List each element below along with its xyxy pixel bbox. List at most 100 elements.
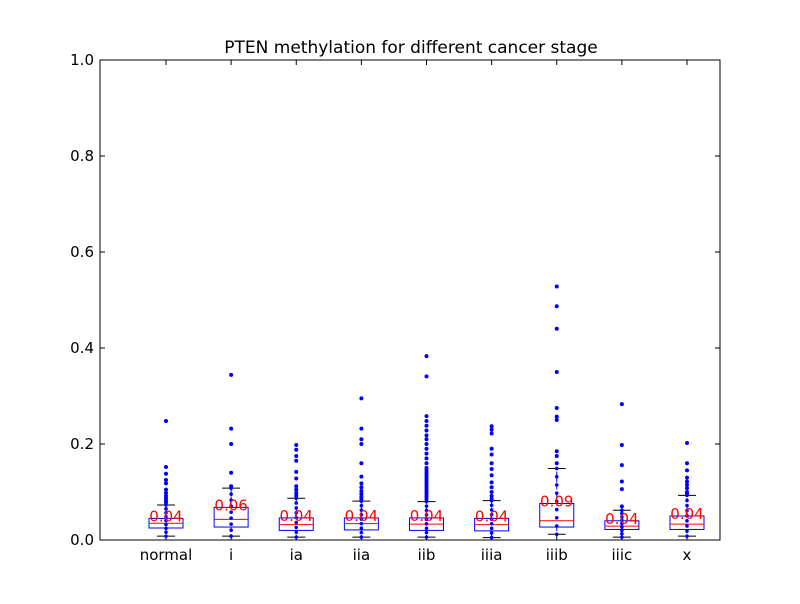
outlier-point — [685, 479, 689, 484]
outlier-point — [489, 427, 494, 432]
data-point — [359, 535, 364, 539]
data-point — [164, 518, 168, 523]
outlier-point — [424, 446, 429, 451]
y-tick-label: 0.4 — [70, 339, 94, 357]
outlier-point — [424, 451, 429, 456]
data-point — [229, 522, 233, 526]
data-point — [229, 486, 233, 490]
outlier-point — [424, 442, 429, 446]
outlier-point — [359, 461, 364, 466]
box-value-label: 0.04 — [605, 510, 638, 528]
data-point — [489, 535, 494, 540]
y-tick-label: 0.0 — [70, 531, 94, 549]
outlier-point — [229, 426, 234, 431]
outlier-point — [424, 456, 429, 461]
outlier-point — [424, 423, 429, 428]
data-point — [229, 498, 233, 502]
data-point — [554, 483, 559, 487]
outlier-point — [489, 480, 494, 485]
data-point — [554, 516, 559, 520]
chart-title: PTEN methylation for different cancer st… — [224, 38, 597, 58]
x-tick-label: x — [683, 546, 692, 564]
data-point — [685, 519, 689, 523]
data-point — [620, 515, 624, 519]
data-point — [489, 508, 494, 512]
data-point — [685, 534, 689, 538]
data-point — [294, 530, 299, 535]
outlier-point — [489, 461, 494, 466]
data-point — [229, 516, 233, 520]
data-point — [229, 504, 233, 508]
outlier-point — [229, 470, 234, 475]
data-point — [424, 517, 429, 522]
x-tick-label: i — [229, 546, 233, 564]
y-tick-label: 0.2 — [70, 435, 94, 453]
data-point — [294, 525, 299, 530]
data-point — [554, 507, 559, 512]
data-point — [359, 521, 364, 526]
data-point — [424, 526, 429, 531]
outlier-point — [489, 490, 494, 494]
outlier-point — [359, 491, 364, 496]
data-point — [620, 508, 624, 513]
data-point — [685, 513, 689, 518]
data-point — [620, 511, 624, 516]
x-tick-label: ia — [290, 546, 303, 564]
outlier-point — [619, 487, 624, 492]
data-point — [620, 531, 624, 536]
outlier-point — [359, 442, 364, 446]
outlier-point — [294, 484, 299, 489]
data-point — [685, 524, 689, 528]
outlier-point — [164, 487, 168, 492]
outlier-point — [424, 354, 429, 359]
outlier-point — [294, 447, 299, 452]
data-point — [164, 522, 168, 527]
outlier-point — [685, 475, 689, 480]
outlier-point — [294, 458, 299, 463]
data-point — [620, 525, 624, 529]
outlier-point — [164, 481, 168, 486]
outlier-point — [685, 461, 689, 466]
data-point — [489, 531, 494, 535]
x-tick-label: iiib — [546, 546, 568, 564]
data-point — [685, 503, 689, 508]
outlier-point — [359, 489, 364, 494]
data-point — [620, 528, 624, 533]
data-point — [685, 498, 689, 503]
outlier-point — [554, 418, 559, 422]
data-point — [554, 491, 559, 495]
data-point — [359, 517, 364, 521]
outlier-point — [294, 476, 299, 481]
data-point — [294, 496, 299, 501]
data-point — [424, 522, 429, 526]
outlier-point — [489, 466, 494, 471]
y-tick-label: 1.0 — [70, 51, 94, 69]
outlier-point — [229, 372, 234, 377]
x-tick-label: iiia — [481, 546, 503, 564]
data-point — [424, 535, 429, 539]
data-point — [294, 506, 299, 510]
x-tick-label: iia — [353, 546, 371, 564]
data-point — [359, 508, 364, 512]
outlier-point — [489, 424, 494, 429]
outlier-point — [554, 304, 559, 309]
outlier-point — [424, 418, 429, 423]
outlier-point — [554, 284, 559, 289]
data-point — [424, 513, 429, 517]
outlier-point — [424, 374, 429, 379]
box-value-label: 0.06 — [214, 496, 247, 514]
data-point — [359, 503, 364, 508]
data-point — [164, 526, 168, 531]
outlier-point — [554, 406, 559, 410]
outlier-point — [554, 449, 559, 454]
outlier-point — [164, 490, 168, 495]
data-point — [489, 498, 494, 503]
x-tick-label: normal — [140, 546, 193, 564]
data-point — [229, 492, 233, 496]
data-point — [685, 508, 689, 513]
outlier-point — [164, 418, 168, 423]
y-tick-label: 0.8 — [70, 147, 94, 165]
data-point — [554, 524, 559, 528]
